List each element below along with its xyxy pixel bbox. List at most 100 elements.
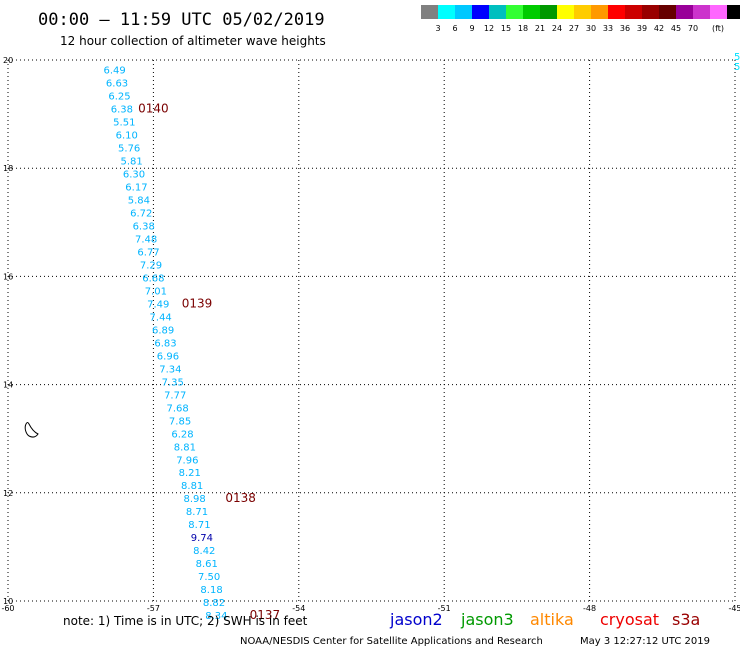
wave-height-value: 6.30 [123, 170, 145, 181]
x-tick-label: -48 [583, 604, 596, 613]
footer-timestamp: May 3 12:27:12 UTC 2019 [580, 636, 710, 647]
colorbar-swatch [608, 5, 625, 19]
wave-height-value: 6.77 [137, 248, 159, 259]
colorbar-swatch [523, 5, 540, 19]
colorbar-swatch [659, 5, 676, 19]
wave-height-value: 5.51 [113, 118, 135, 129]
y-tick-label: 20 [3, 56, 13, 65]
colorbar-swatch [506, 5, 523, 19]
wave-height-value: 5.81 [120, 157, 142, 168]
wave-height-value: 7.96 [176, 455, 198, 466]
wave-height-value: 7.35 [162, 377, 184, 388]
wave-height-value: 7.44 [150, 312, 172, 323]
wave-height-value: 6.38 [133, 222, 155, 233]
colorbar-swatch [693, 5, 710, 19]
x-tick-label: -54 [292, 604, 305, 613]
chart-title: 00:00 – 11:59 UTC 05/02/2019 [38, 10, 325, 30]
pass-time-label: 0140 [138, 102, 169, 116]
wave-height-value: 6.17 [125, 183, 147, 194]
colorbar-swatch [574, 5, 591, 19]
wave-height-value: 8.21 [179, 468, 201, 479]
colorbar-swatch [540, 5, 557, 19]
wave-height-value: 7.48 [135, 235, 157, 246]
wave-height-value: 5.76 [118, 144, 140, 155]
edge-value: 5 [734, 62, 740, 73]
colorbar-unit: (ft) [712, 24, 724, 33]
wave-height-value: 9.74 [191, 533, 213, 544]
satellite-legend-jason3: jason3 [460, 610, 514, 629]
wave-height-labels: 6.49 6.63 6.25 6.38 5.51 6.10 5.76 5.81 6.30 6.17… [103, 66, 227, 622]
colorbar-label: 33 [603, 24, 613, 33]
pass-annotations: 0140 0139 0138 0137 [138, 102, 280, 622]
colorbar-label: 3 [435, 24, 440, 33]
wave-height-value: 8.61 [196, 559, 218, 570]
y-tick-label: 18 [3, 164, 13, 173]
wave-height-value: 6.72 [130, 209, 152, 220]
wave-height-value: 7.34 [159, 364, 181, 375]
wave-height-value: 8.82 [203, 598, 225, 609]
colorbar-swatch [557, 5, 574, 19]
y-tick-label: 14 [3, 381, 13, 390]
wave-height-value: 8.81 [181, 481, 203, 492]
wave-height-value: 6.96 [157, 351, 179, 362]
colorbar-label: 45 [671, 24, 681, 33]
wave-height-value: 6.38 [111, 105, 133, 116]
colorbar-swatch [727, 5, 740, 19]
colorbar-swatch [438, 5, 455, 19]
colorbar-swatch [625, 5, 642, 19]
pass-time-label: 0137 [250, 608, 281, 622]
satellite-legend-s3a: s3a [672, 610, 700, 629]
chart-subtitle: 12 hour collection of altimeter wave hei… [60, 34, 326, 48]
colorbar-swatch [489, 5, 506, 19]
colorbar-label: 15 [501, 24, 511, 33]
satellite-legend-altika: altika [530, 610, 574, 629]
satellite-legend-jason2: jason2 [389, 610, 443, 629]
x-tick-label: -60 [1, 604, 14, 613]
colorbar-swatch [455, 5, 472, 19]
colorbar-label: 24 [552, 24, 562, 33]
wave-height-value: 5.84 [128, 196, 150, 207]
edge-values: 55 [734, 52, 740, 73]
island-outline [24, 422, 39, 438]
y-tick-label: 16 [3, 272, 13, 281]
colorbar-label: 27 [569, 24, 579, 33]
x-axis-tick-labels: -60 -57 -54 -51 -48 -45 [1, 604, 740, 613]
wave-height-value: 8.71 [188, 520, 210, 531]
wave-height-value: 6.28 [171, 429, 193, 440]
wave-height-value: 8.18 [200, 585, 222, 596]
wave-height-value: 6.10 [116, 131, 138, 142]
colorbar-swatch [710, 5, 727, 19]
wave-height-value: 7.85 [169, 416, 191, 427]
pass-time-label: 0138 [225, 491, 256, 505]
footer-note: note: 1) Time is in UTC; 2) SWH is in fe… [63, 614, 308, 628]
colorbar-label: 39 [637, 24, 647, 33]
wave-height-value: 8.42 [193, 546, 215, 557]
colorbar-label: 9 [469, 24, 474, 33]
colorbar-label: 36 [620, 24, 630, 33]
wave-height-value: 6.49 [103, 66, 125, 77]
wave-height-value: 7.49 [147, 299, 169, 310]
x-tick-label: -45 [728, 604, 740, 613]
wave-height-value: 6.89 [152, 325, 174, 336]
satellite-legend-cryosat: cryosat [600, 610, 659, 629]
colorbar-label: 42 [654, 24, 664, 33]
colorbar-swatch [642, 5, 659, 19]
colorbar-label: 6 [452, 24, 457, 33]
x-tick-label: -51 [438, 604, 451, 613]
colorbar-label: 70 [688, 24, 698, 33]
wave-height-value: 7.01 [145, 286, 167, 297]
colorbar-label: 12 [484, 24, 494, 33]
wave-height-value: 6.68 [142, 273, 164, 284]
colorbar-swatch [676, 5, 693, 19]
wave-height-value: 8.98 [183, 494, 205, 505]
wave-height-value: 6.63 [106, 79, 128, 90]
y-tick-label: 12 [3, 489, 13, 498]
y-axis-tick-labels: 20 18 16 14 12 10 [3, 56, 13, 606]
satellite-legend: jason2 jason3 altika cryosat s3a [389, 610, 700, 629]
footer-credit: NOAA/NESDIS Center for Satellite Applica… [240, 636, 543, 647]
colorbar-swatch [591, 5, 608, 19]
wave-height-value: 7.29 [140, 260, 162, 271]
wave-height-value: 7.50 [198, 572, 220, 583]
colorbar-swatch [472, 5, 489, 19]
